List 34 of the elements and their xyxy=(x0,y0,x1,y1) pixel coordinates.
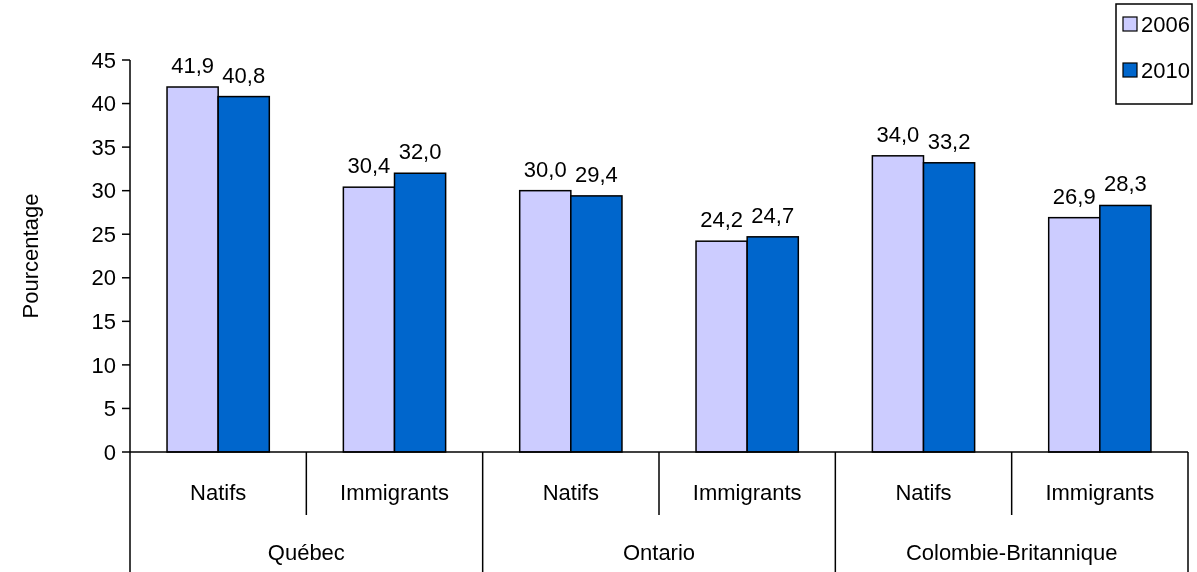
y-tick-label: 0 xyxy=(103,439,116,465)
y-tick-label: 5 xyxy=(103,396,116,422)
data-label: 32,0 xyxy=(398,139,442,165)
legend-label: 2006 xyxy=(1141,12,1190,37)
data-label: 26,9 xyxy=(1052,183,1096,209)
x-tick-label: Natifs xyxy=(542,480,599,505)
text: Colombie-Britannique xyxy=(905,540,1118,565)
y-tick-label: 25 xyxy=(91,221,116,247)
y-tick-label: 35 xyxy=(91,134,116,160)
y-tick-label: 40 xyxy=(91,91,116,117)
x-tick-label: Immigrants xyxy=(1045,480,1155,505)
x-tick-label: Natifs xyxy=(895,480,952,505)
text: Québec xyxy=(267,540,345,565)
data-label: 41,9 xyxy=(171,53,215,78)
data-label: 33,2 xyxy=(927,128,971,154)
x-tick-label: Immigrants xyxy=(340,480,449,505)
y-tick-label: 30 xyxy=(91,178,116,204)
data-label: 24,7 xyxy=(751,202,795,228)
data-label: 24,2 xyxy=(700,207,744,233)
data-label: 28,3 xyxy=(1103,171,1147,197)
legend-label: 2010 xyxy=(1141,58,1190,83)
y-tick-label: 15 xyxy=(91,309,116,335)
y-axis-title: Pourcentage xyxy=(18,193,43,319)
data-label: 29,4 xyxy=(574,161,618,187)
data-label: 30,4 xyxy=(347,153,391,179)
data-label: 30,0 xyxy=(523,156,567,182)
text: Ontario xyxy=(622,540,696,565)
data-label: 34,0 xyxy=(876,121,920,147)
x-tick-label: Immigrants xyxy=(692,480,802,505)
x-tick-label: Natifs xyxy=(190,480,247,505)
y-tick-label: 20 xyxy=(91,265,116,291)
y-tick-label: 45 xyxy=(91,47,116,73)
y-tick-label: 10 xyxy=(91,352,116,378)
data-label: 40,8 xyxy=(222,62,266,88)
